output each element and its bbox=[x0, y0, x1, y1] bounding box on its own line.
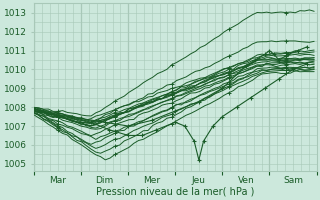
X-axis label: Pression niveau de la mer( hPa ): Pression niveau de la mer( hPa ) bbox=[96, 187, 254, 197]
